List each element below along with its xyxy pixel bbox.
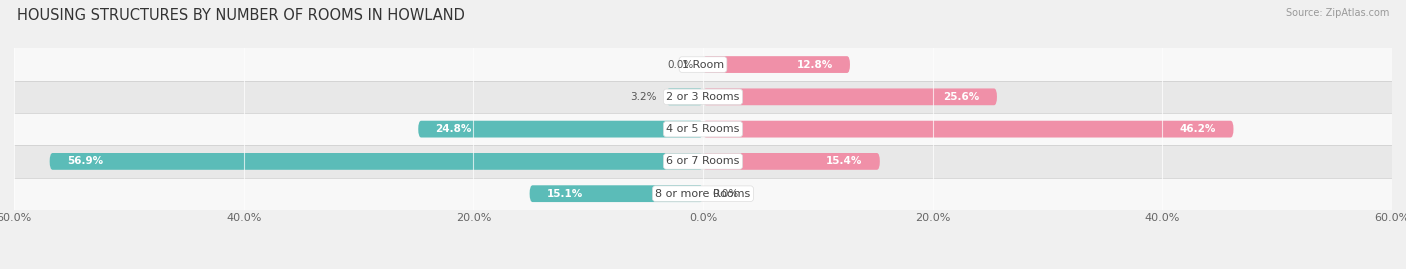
FancyBboxPatch shape <box>530 185 703 202</box>
Text: 15.1%: 15.1% <box>547 189 583 199</box>
Bar <box>14 178 1392 210</box>
Bar <box>14 48 1392 81</box>
Text: Source: ZipAtlas.com: Source: ZipAtlas.com <box>1285 8 1389 18</box>
FancyBboxPatch shape <box>49 153 703 170</box>
Text: 25.6%: 25.6% <box>943 92 980 102</box>
Text: 24.8%: 24.8% <box>436 124 472 134</box>
Bar <box>14 145 1392 178</box>
Text: 15.4%: 15.4% <box>827 156 863 167</box>
Bar <box>14 81 1392 113</box>
FancyBboxPatch shape <box>703 153 880 170</box>
Text: HOUSING STRUCTURES BY NUMBER OF ROOMS IN HOWLAND: HOUSING STRUCTURES BY NUMBER OF ROOMS IN… <box>17 8 465 23</box>
Text: 2 or 3 Rooms: 2 or 3 Rooms <box>666 92 740 102</box>
Text: 46.2%: 46.2% <box>1180 124 1216 134</box>
Text: 6 or 7 Rooms: 6 or 7 Rooms <box>666 156 740 167</box>
FancyBboxPatch shape <box>418 121 703 137</box>
FancyBboxPatch shape <box>703 89 997 105</box>
FancyBboxPatch shape <box>703 56 851 73</box>
FancyBboxPatch shape <box>703 121 1233 137</box>
Text: 0.0%: 0.0% <box>668 59 693 70</box>
FancyBboxPatch shape <box>666 89 703 105</box>
Bar <box>14 113 1392 145</box>
Text: 4 or 5 Rooms: 4 or 5 Rooms <box>666 124 740 134</box>
Text: 12.8%: 12.8% <box>797 59 832 70</box>
Text: 1 Room: 1 Room <box>682 59 724 70</box>
Text: 3.2%: 3.2% <box>630 92 657 102</box>
Text: 56.9%: 56.9% <box>67 156 103 167</box>
Text: 0.0%: 0.0% <box>713 189 738 199</box>
Text: 8 or more Rooms: 8 or more Rooms <box>655 189 751 199</box>
